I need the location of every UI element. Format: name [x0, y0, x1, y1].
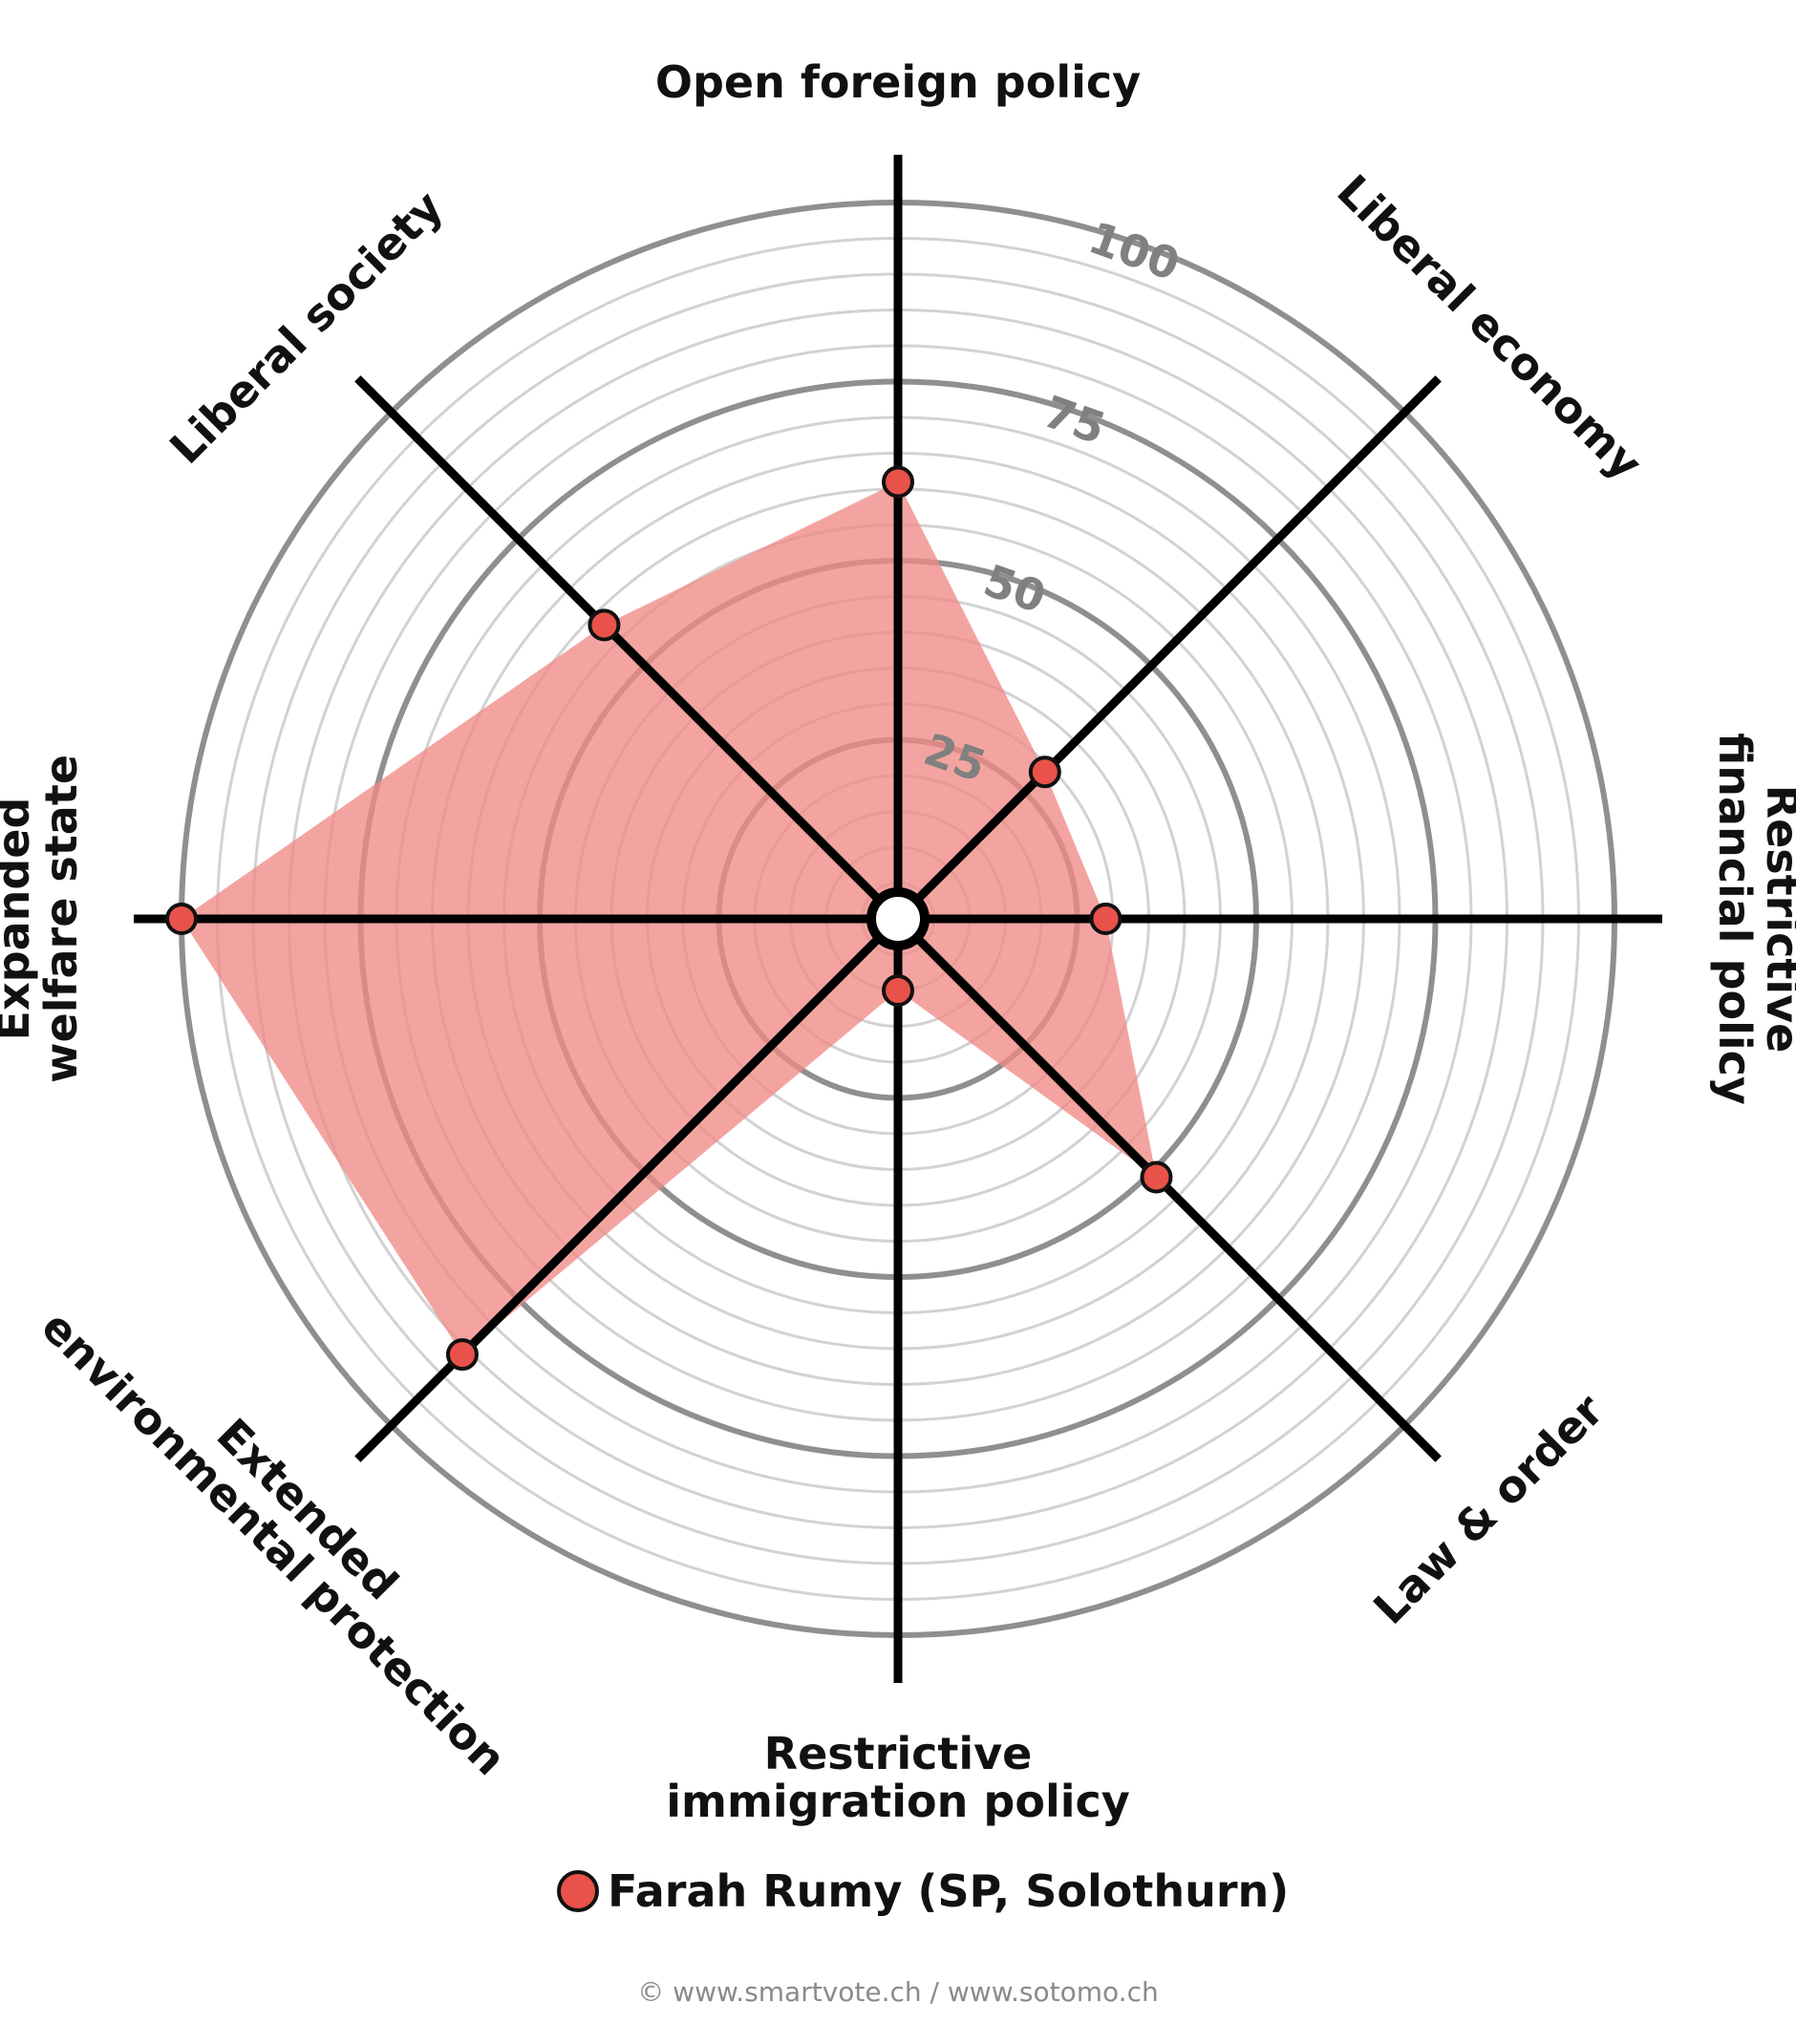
tick-label-100: 100 — [1082, 211, 1187, 290]
data-point-3 — [1089, 903, 1122, 935]
axis-label-line: Open foreign policy — [655, 56, 1141, 108]
axis-label-line: Expanded — [0, 798, 39, 1041]
data-point-6 — [445, 1338, 479, 1372]
axis-line-8 — [354, 375, 902, 923]
axis-line-2 — [894, 375, 1442, 923]
tick-label-50: 50 — [977, 554, 1052, 623]
axis-label-1: Open foreign policy — [655, 56, 1141, 108]
axis-label-line: financial policy — [1709, 733, 1761, 1105]
data-point-2 — [1028, 756, 1061, 789]
data-points — [165, 465, 1173, 1372]
footer-credit: © www.smartvote.ch / www.sotomo.ch — [637, 1976, 1158, 2008]
axes — [134, 155, 1662, 1683]
legend-label: Farah Rumy (SP, Solothurn) — [608, 1865, 1289, 1917]
data-point-8 — [588, 608, 621, 642]
center-hub — [866, 887, 930, 950]
axis-label-line: welfare state — [35, 755, 87, 1083]
data-point-5 — [882, 974, 914, 1007]
data-point-7 — [165, 903, 198, 935]
tick-label-75: 75 — [1037, 386, 1112, 455]
legend-marker — [557, 1870, 599, 1912]
axis-label-line: Restrictive — [764, 1728, 1033, 1779]
axis-line-4 — [894, 915, 1442, 1462]
data-point-1 — [882, 465, 914, 499]
axis-line-6 — [354, 915, 902, 1462]
data-point-4 — [1140, 1160, 1173, 1194]
axis-label-line: Restrictive — [1757, 785, 1796, 1054]
axis-label-line: immigration policy — [666, 1776, 1130, 1827]
legend: Farah Rumy (SP, Solothurn) — [557, 1865, 1289, 1917]
